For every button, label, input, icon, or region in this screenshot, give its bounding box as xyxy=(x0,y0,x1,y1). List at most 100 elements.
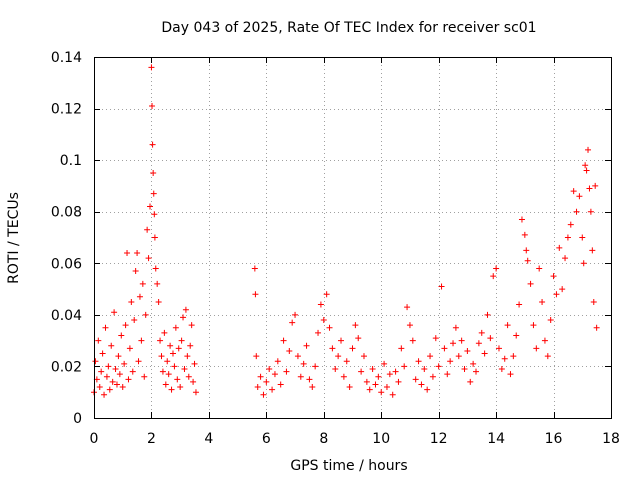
x-tick-label: 16 xyxy=(545,431,563,447)
data-point xyxy=(139,280,146,287)
data-point xyxy=(366,386,373,393)
data-point xyxy=(484,311,491,318)
data-point xyxy=(92,358,99,365)
data-point xyxy=(507,371,514,378)
data-point xyxy=(135,358,142,365)
data-point xyxy=(152,265,159,272)
data-point xyxy=(269,386,276,393)
data-point xyxy=(418,381,425,388)
data-point xyxy=(570,188,577,195)
data-point xyxy=(136,293,143,300)
data-point xyxy=(340,373,347,380)
data-point xyxy=(169,350,176,357)
data-point xyxy=(579,234,586,241)
data-point xyxy=(564,234,571,241)
data-point xyxy=(184,353,191,360)
data-point xyxy=(294,353,301,360)
data-point xyxy=(592,182,599,189)
data-point xyxy=(283,368,290,375)
data-point xyxy=(427,353,434,360)
data-point xyxy=(158,353,165,360)
data-point xyxy=(98,368,105,375)
data-point xyxy=(567,221,574,228)
data-point xyxy=(317,301,324,308)
data-point xyxy=(455,353,462,360)
data-point xyxy=(257,373,264,380)
data-point xyxy=(409,337,416,344)
data-point xyxy=(167,342,174,349)
data-point xyxy=(149,141,156,148)
data-point xyxy=(355,335,362,342)
data-point xyxy=(177,384,184,391)
data-point xyxy=(490,273,497,280)
data-point xyxy=(556,244,563,251)
data-point xyxy=(447,358,454,365)
data-point xyxy=(300,360,307,367)
plot-frame xyxy=(94,57,612,419)
data-point xyxy=(582,162,589,169)
data-point xyxy=(518,216,525,223)
data-point xyxy=(286,347,293,354)
data-point xyxy=(481,350,488,357)
data-point xyxy=(550,273,557,280)
x-tick-label: 18 xyxy=(602,431,620,447)
data-point xyxy=(553,291,560,298)
data-point xyxy=(131,317,138,324)
data-point xyxy=(401,363,408,370)
data-point xyxy=(165,371,172,378)
data-point xyxy=(452,324,459,331)
y-tick-label: 0.12 xyxy=(51,102,82,118)
data-point xyxy=(559,286,566,293)
data-point xyxy=(297,373,304,380)
data-point xyxy=(251,265,258,272)
data-point xyxy=(372,381,379,388)
data-points xyxy=(91,64,600,398)
data-point xyxy=(188,322,195,329)
data-point xyxy=(113,381,120,388)
data-point xyxy=(360,353,367,360)
data-point xyxy=(421,366,428,373)
data-point xyxy=(154,280,161,287)
data-point xyxy=(495,345,502,352)
data-point xyxy=(263,378,270,385)
data-point xyxy=(192,389,199,396)
data-point xyxy=(378,389,385,396)
data-point xyxy=(277,381,284,388)
y-axis-label: ROTI / TECUs xyxy=(6,192,22,284)
chart-title: Day 043 of 2025, Rate Of TEC Index for r… xyxy=(161,20,536,36)
data-point xyxy=(172,324,179,331)
data-point xyxy=(151,234,158,241)
data-point xyxy=(126,345,133,352)
data-point xyxy=(381,360,388,367)
data-point xyxy=(583,167,590,174)
data-point xyxy=(147,203,154,210)
data-point xyxy=(129,368,136,375)
data-point xyxy=(155,298,162,305)
data-point xyxy=(498,366,505,373)
data-point xyxy=(510,353,517,360)
data-point xyxy=(470,360,477,367)
data-point xyxy=(533,345,540,352)
y-tick-label: 0.08 xyxy=(51,205,82,221)
data-point xyxy=(589,247,596,254)
data-point xyxy=(185,373,192,380)
data-point xyxy=(536,265,543,272)
data-point xyxy=(544,353,551,360)
data-point xyxy=(332,366,339,373)
data-point xyxy=(145,255,152,262)
data-point xyxy=(122,322,129,329)
data-point xyxy=(461,366,468,373)
data-point xyxy=(562,255,569,262)
data-point xyxy=(527,280,534,287)
data-point xyxy=(112,366,119,373)
data-point xyxy=(424,386,431,393)
data-point xyxy=(513,332,520,339)
data-point xyxy=(96,384,103,391)
data-point xyxy=(306,376,313,383)
data-point xyxy=(346,384,353,391)
y-tick-label: 0.14 xyxy=(51,50,82,66)
data-point xyxy=(116,371,123,378)
data-point xyxy=(493,265,500,272)
data-point xyxy=(149,102,156,109)
data-point xyxy=(586,185,593,192)
